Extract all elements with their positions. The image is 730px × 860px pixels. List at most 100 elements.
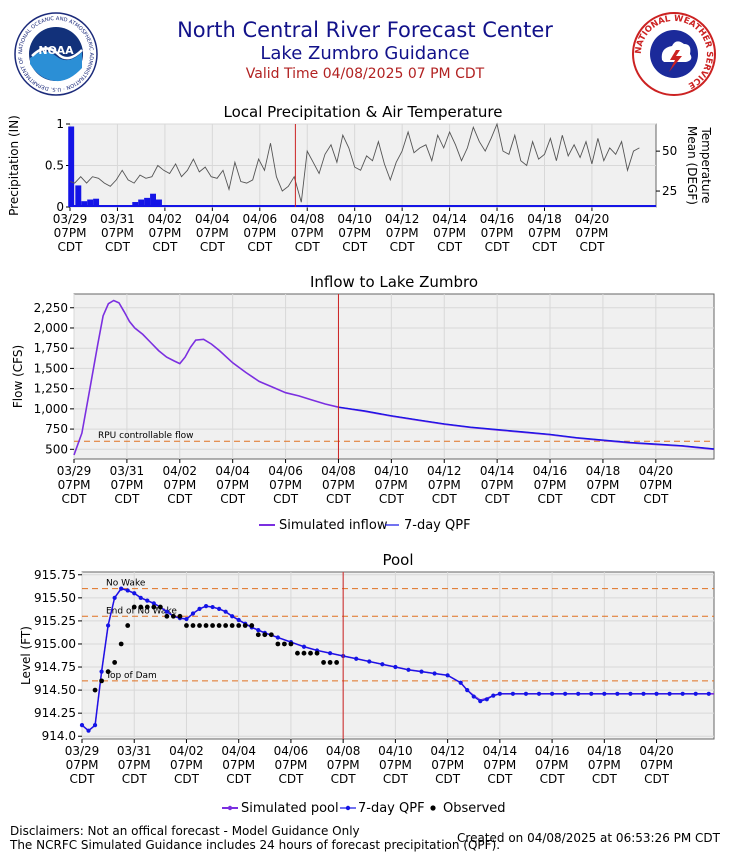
inflow-y-tick-label: 500: [45, 442, 68, 456]
inflow-x-tick-label: CDT: [590, 492, 616, 506]
inflow-x-tick-label: 04/20: [639, 464, 674, 478]
pool-qpf-point: [589, 691, 594, 696]
pool-qpf-point: [393, 664, 398, 670]
inflow-x-tick-label: 07PM: [58, 478, 91, 492]
pool-x-tick-label: 04/14: [483, 744, 518, 758]
precip-x-tick-label: 04/20: [575, 212, 610, 226]
pool-observed-point: [118, 641, 124, 647]
inflow-x-tick-label: 04/14: [480, 464, 515, 478]
pool-observed-point: [138, 604, 144, 610]
pool-qpf-point: [491, 693, 496, 698]
pool-qpf-point: [197, 606, 202, 612]
inflow-x-tick-label: 04/02: [162, 464, 197, 478]
pool-x-tick-label: CDT: [122, 772, 148, 786]
inflow-x-tick-label: CDT: [114, 492, 140, 506]
pool-x-tick-label: 04/16: [535, 744, 570, 758]
pool-observed-point: [295, 650, 300, 656]
inflow-x-tick-label: CDT: [485, 492, 511, 506]
precip-x-tick-label: 04/02: [148, 212, 183, 226]
pool-qpf-point: [217, 606, 222, 612]
pool-x-tick-label: CDT: [487, 772, 513, 786]
pool-x-tick-label: CDT: [331, 772, 357, 786]
pool-qpf-point: [628, 691, 633, 696]
precip-x-tick-label: 04/08: [290, 212, 325, 226]
pool-y-axis-label: Level (FT): [19, 626, 33, 685]
pool-qpf-point: [184, 616, 189, 622]
pool-threshold-label: End of No Wake: [106, 606, 177, 616]
precip-bar: [144, 197, 151, 207]
pool-x-tick-label: 04/06: [274, 744, 309, 758]
pool-qpf-point: [327, 651, 333, 656]
inflow-x-tick-label: 07PM: [163, 478, 196, 492]
inflow-x-tick-label: CDT: [432, 492, 458, 506]
inflow-title: Inflow to Lake Zumbro: [310, 273, 478, 291]
precip-x-tick-label: CDT: [247, 240, 273, 254]
inflow-x-tick-label: 04/12: [427, 464, 462, 478]
pool-observed-point: [203, 623, 209, 628]
pool-legend-sim-label: Simulated pool: [241, 801, 339, 816]
pool-qpf-point: [106, 623, 111, 628]
precip-x-tick-label: 04/12: [385, 212, 420, 226]
pool-x-tick-label: CDT: [226, 772, 252, 786]
inflow-x-tick-label: 07PM: [428, 478, 461, 492]
pool-qpf-point: [112, 595, 117, 600]
precip-x-tick-label: 04/16: [480, 212, 515, 226]
inflow-x-tick-label: 07PM: [534, 478, 567, 492]
pool-observed-point: [236, 623, 242, 628]
precip-x-tick-label: CDT: [390, 240, 416, 254]
noaa-logo: NATIONAL OCEANIC AND ATMOSPHERIC ADMINIS…: [14, 12, 98, 96]
valid-time: Valid Time 04/08/2025 07 PM CDT: [245, 66, 485, 82]
pool-title: Pool: [382, 551, 413, 569]
pool-qpf-point: [275, 635, 280, 640]
inflow-x-tick-label: 07PM: [110, 478, 143, 492]
created-timestamp: Created on 04/08/2025 at 06:53:26 PM CDT: [457, 831, 720, 845]
inflow-x-tick-label: 07PM: [639, 478, 672, 492]
pool-observed-point: [157, 604, 163, 610]
pool-qpf-point: [99, 669, 104, 674]
inflow-x-tick-label: 04/08: [321, 464, 356, 478]
pool-x-tick-label: 03/29: [65, 744, 100, 758]
pool-observed-point: [327, 660, 333, 665]
inflow-x-tick-label: 07PM: [375, 478, 408, 492]
pool-observed-point: [242, 623, 248, 628]
inflow-y-axis-label: Flow (CFS): [11, 345, 25, 408]
precip-x-tick-label: CDT: [437, 240, 463, 254]
pool-observed-point: [125, 623, 131, 628]
precip-bar: [81, 201, 88, 207]
pool-qpf-point: [478, 699, 483, 704]
pool-qpf-point: [432, 671, 437, 676]
inflow-legend-qpf-label: 7-day QPF: [404, 518, 471, 533]
inflow-qpf-line: [338, 406, 715, 450]
pool-x-tick-label: 04/02: [169, 744, 204, 758]
pool-x-tick-label: 07PM: [588, 758, 621, 772]
page-title: North Central River Forecast Center: [177, 18, 553, 42]
precip-title: Local Precipitation & Air Temperature: [223, 103, 502, 121]
pool-qpf-point: [367, 659, 372, 664]
pool-legend-qpf-label: 7-day QPF: [358, 801, 425, 816]
pool-observed-point: [288, 641, 294, 647]
precip-x-tick-label: 07PM: [101, 226, 134, 240]
precip-x-tick-label: 07PM: [54, 226, 87, 240]
inflow-threshold-label: RPU controllable flow: [98, 431, 194, 441]
precip-x-tick-label: CDT: [295, 240, 321, 254]
pool-y-tick-label: 914.25: [34, 706, 76, 720]
precip-x-tick-label: 04/18: [527, 212, 562, 226]
pool-x-tick-label: 07PM: [170, 758, 203, 772]
pool-x-tick-label: 07PM: [327, 758, 360, 772]
pool-qpf-point: [536, 691, 542, 696]
pool-x-tick-label: 07PM: [274, 758, 307, 772]
noaa-gull: [31, 47, 83, 60]
precip-x-tick-label: 07PM: [338, 226, 371, 240]
pool-legend-observed-marker: [430, 805, 436, 811]
pool-qpf-point: [86, 728, 91, 733]
precip-x-tick-label: CDT: [152, 240, 178, 254]
pool-qpf-point: [445, 673, 450, 678]
pool-qpf-point: [523, 691, 529, 696]
inflow-x-tick-label: CDT: [273, 492, 299, 506]
pool-qpf-point: [223, 609, 228, 614]
pool-x-tick-label: 07PM: [536, 758, 569, 772]
inflow-x-tick-label: CDT: [62, 492, 88, 506]
pool-qpf-point: [615, 691, 620, 696]
page-subtitle: Lake Zumbro Guidance: [260, 43, 470, 64]
disclaimer-line-1: Disclaimers: Not an offical forecast - M…: [10, 824, 360, 838]
